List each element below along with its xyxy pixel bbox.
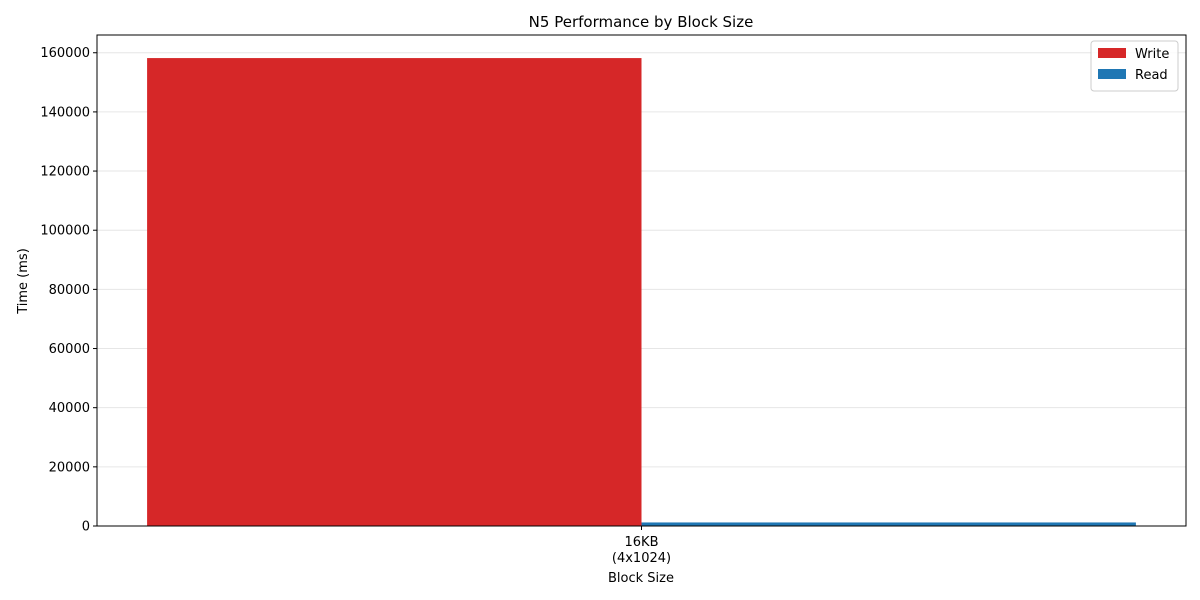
- y-tick-label: 140000: [40, 105, 90, 120]
- y-tick-label: 0: [82, 520, 90, 535]
- y-ticks: 0 20000 40000 60000 80000 100000 120000 140000 1…: [40, 46, 97, 535]
- y-tick-label: 60000: [49, 342, 90, 357]
- y-tick-label: 20000: [49, 460, 90, 475]
- legend-swatch-write: [1098, 48, 1126, 58]
- x-ticks: 16KB (4x1024): [612, 526, 671, 566]
- y-axis-label: Time (ms): [16, 248, 31, 315]
- legend-label-read: Read: [1135, 68, 1168, 83]
- x-tick-label: 16KB (4x1024): [612, 535, 671, 566]
- bar-write: [147, 58, 642, 527]
- chart-title: N5 Performance by Block Size: [529, 13, 754, 31]
- y-tick-label: 160000: [40, 46, 90, 61]
- bars: [147, 58, 1136, 527]
- legend-swatch-read: [1098, 69, 1126, 79]
- legend-label-write: Write: [1135, 47, 1169, 62]
- bar-read: [641, 522, 1136, 526]
- y-tick-label: 100000: [40, 224, 90, 239]
- x-axis-label: Block Size: [608, 571, 674, 586]
- y-tick-label: 80000: [49, 283, 90, 298]
- legend: Write Read: [1090, 40, 1179, 92]
- y-tick-label: 120000: [40, 165, 90, 180]
- y-tick-label: 40000: [49, 401, 90, 416]
